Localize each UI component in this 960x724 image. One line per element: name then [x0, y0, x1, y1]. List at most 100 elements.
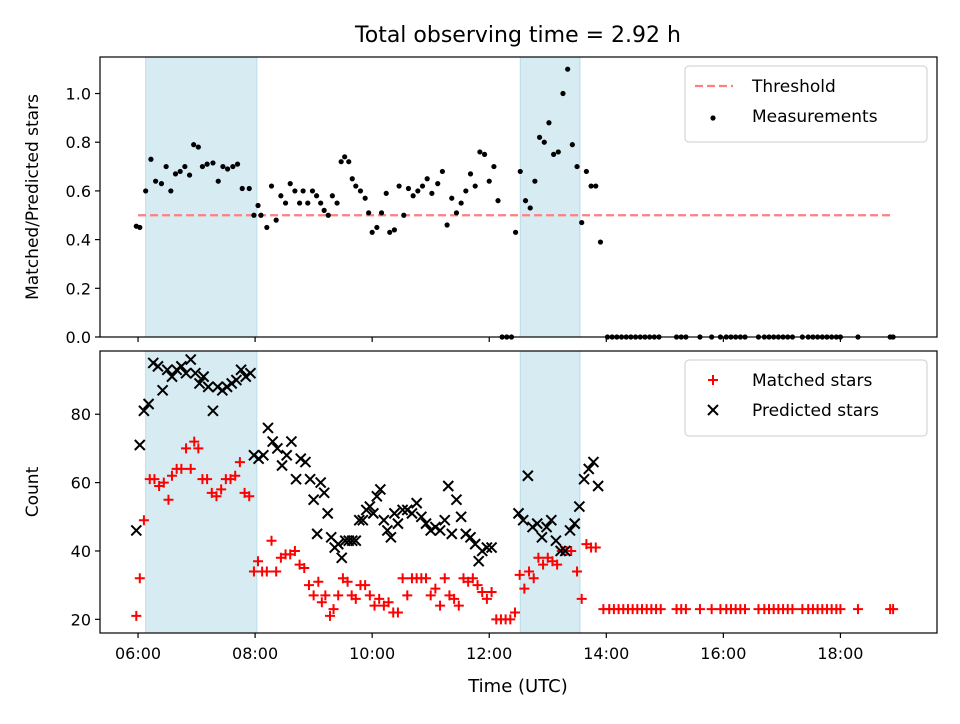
- measurement-point: [517, 168, 523, 175]
- measurement-point: [338, 159, 344, 165]
- measurement-point: [481, 151, 488, 157]
- predicted-star-point: [202, 381, 214, 393]
- measurement-point: [282, 200, 289, 206]
- measurement-point: [415, 188, 421, 194]
- matched-star-point: [572, 566, 583, 577]
- predicted-star-point: [481, 541, 493, 554]
- predicted-star-point: [271, 442, 284, 455]
- measurement-point: [346, 159, 352, 165]
- predicted-star-point: [175, 360, 188, 373]
- measurement-point: [357, 188, 364, 194]
- predicted-star-point: [559, 545, 572, 557]
- predicted-star-point: [378, 514, 390, 526]
- observing-window-1-1: [145, 56, 258, 338]
- legend-1: Threshold Measurements: [684, 65, 928, 143]
- measurement-point: [296, 200, 303, 206]
- predicted-star-point: [180, 367, 192, 379]
- predicted-star-point: [207, 405, 219, 417]
- observing-window-2-1: [145, 350, 258, 634]
- predicted-star-point: [545, 514, 557, 526]
- matched-star-point: [325, 610, 336, 621]
- y-tick-label: 0.8: [66, 133, 91, 152]
- predicted-star-point: [307, 493, 320, 506]
- measurement-point: [551, 151, 557, 157]
- matched-star-point: [253, 556, 264, 567]
- measurement-point: [378, 210, 385, 216]
- plot-frame-2: [99, 350, 938, 634]
- matched-star-point: [149, 474, 160, 485]
- predicted-star-point: [464, 531, 477, 543]
- matched-star-point: [266, 535, 277, 546]
- measurement-point: [325, 212, 331, 218]
- measurement-point: [486, 178, 492, 184]
- predicted-star-point: [321, 507, 334, 520]
- predicted-star-point: [193, 377, 206, 390]
- legend-label: Matched stars: [752, 371, 872, 391]
- x-tick-label: 18:00: [817, 644, 863, 663]
- predicted-star-point: [388, 507, 401, 520]
- matched-star-point: [430, 583, 441, 594]
- y-tick-label: 80: [71, 405, 91, 424]
- matched-star-point: [519, 583, 530, 594]
- matched-star-point: [472, 580, 483, 591]
- matched-star-point: [421, 573, 432, 584]
- measurement-point: [579, 219, 585, 226]
- matched-star-point: [590, 542, 601, 553]
- matched-star-point: [435, 600, 446, 611]
- legend-2: Matched stars Predicted stars: [684, 359, 928, 437]
- matched-star-point: [369, 600, 380, 611]
- series-matched-stars: [131, 436, 899, 625]
- matched-star-point: [350, 593, 361, 604]
- matched-star-point: [342, 576, 353, 587]
- predicted-star-point: [314, 476, 327, 489]
- legend-label: Measurements: [752, 107, 878, 127]
- predicted-star-point: [415, 511, 428, 523]
- predicted-star-point: [230, 374, 243, 386]
- predicted-star-point: [311, 528, 323, 540]
- predicted-star-point: [568, 517, 581, 530]
- matched-star-point: [449, 593, 460, 604]
- predicted-star-point: [244, 367, 257, 379]
- matched-star-point: [193, 443, 204, 454]
- x-tick-label: 10:00: [349, 644, 395, 663]
- measurement-point: [522, 198, 529, 204]
- matched-star-point: [576, 593, 587, 604]
- observing-windows: [145, 56, 581, 634]
- measurement-point: [405, 185, 412, 192]
- predicted-star-point: [550, 535, 562, 547]
- matched-star-point: [509, 607, 520, 618]
- predicted-star-point: [410, 497, 423, 509]
- series-predicted-stars: [130, 353, 604, 567]
- measurement-point: [541, 139, 547, 145]
- predicted-star-point: [299, 456, 312, 468]
- matched-star-point: [261, 566, 272, 577]
- measurement-point: [255, 202, 261, 209]
- predicted-star-point: [257, 449, 270, 461]
- legend-box: [684, 65, 928, 143]
- matched-star-point: [181, 443, 192, 454]
- measurement-point: [512, 229, 519, 235]
- chart-title: Total observing time = 2.92 h: [354, 23, 681, 48]
- matched-star-point: [694, 604, 705, 615]
- predicted-star-point: [357, 514, 369, 526]
- measurement-point: [137, 224, 143, 231]
- matched-star-point: [320, 590, 331, 601]
- predicted-star-point: [161, 364, 174, 376]
- chart-marks: [130, 66, 899, 625]
- matched-star-point: [740, 604, 751, 615]
- matched-star-point: [680, 604, 691, 615]
- measurement-point: [251, 212, 257, 218]
- matched-star-point: [303, 580, 314, 591]
- predicted-star-point: [304, 473, 316, 485]
- predicted-star-point: [446, 528, 458, 540]
- matched-star-point: [402, 590, 413, 601]
- y-tick-label: 0.6: [66, 182, 91, 201]
- predicted-star-point: [381, 524, 394, 537]
- predicted-star-point: [554, 545, 567, 557]
- measurement-point: [210, 160, 216, 166]
- matched-star-point: [131, 610, 142, 621]
- measurement-point: [153, 178, 159, 184]
- predicted-star-point: [540, 521, 553, 533]
- measurement-point: [305, 200, 311, 206]
- predicted-star-point: [290, 473, 302, 485]
